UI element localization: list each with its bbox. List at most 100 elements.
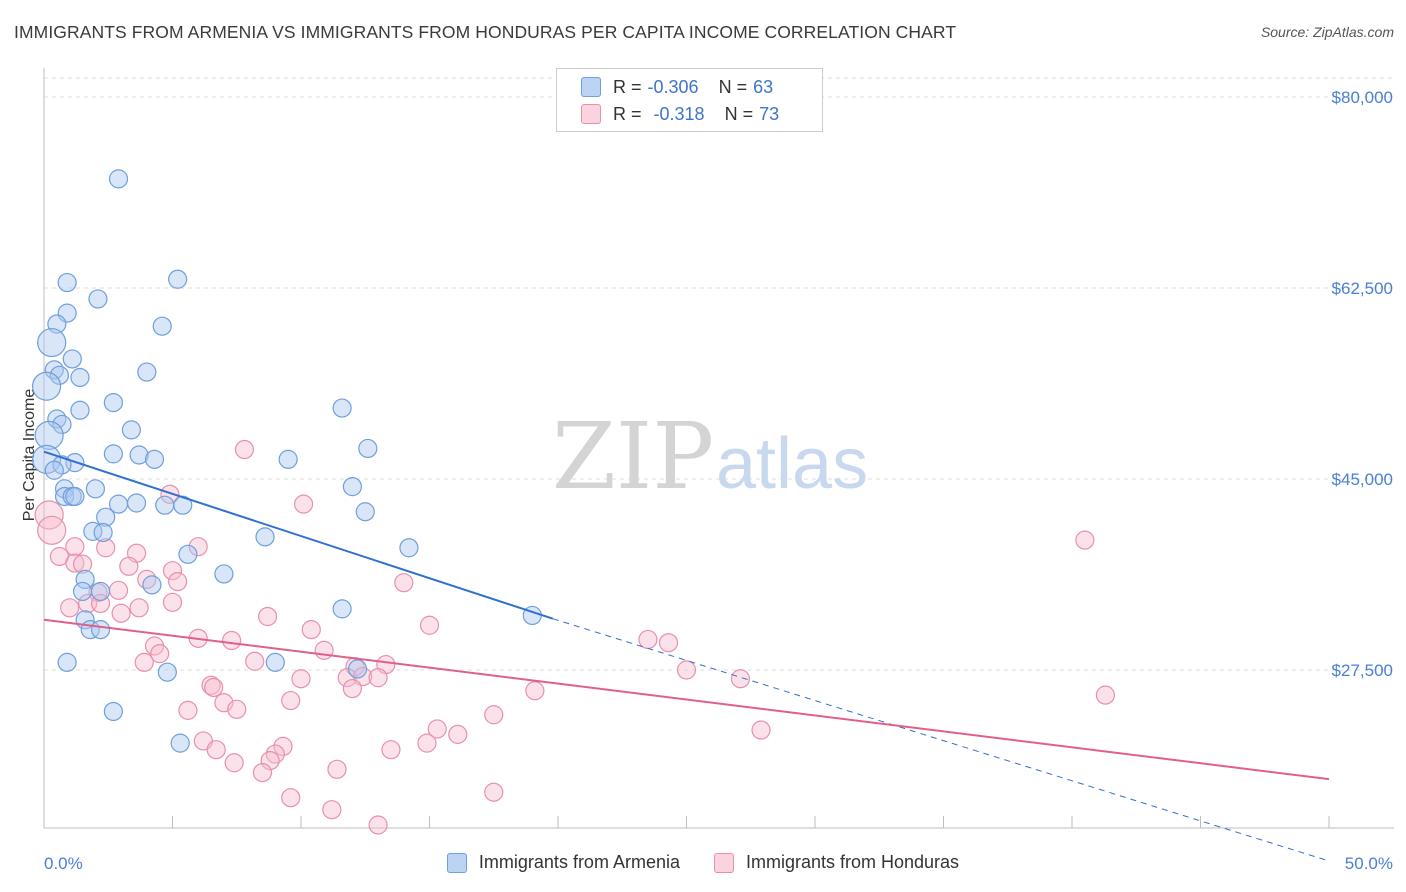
grid-lines [44,77,1394,671]
armenia-point [152,316,172,336]
honduras-point [427,719,447,739]
honduras-point [60,598,80,618]
armenia-point [90,620,111,640]
legend-n-label: N = [718,76,748,97]
honduras-point [368,815,388,835]
honduras-swatch [581,104,601,124]
honduras-point [291,669,311,689]
legend-item-honduras[interactable]: Immigrants from Honduras [713,852,959,873]
armenia-point [54,486,75,507]
armenia-point [52,414,72,435]
armenia-point [44,460,64,480]
correlation-legend: R = -0.306 N = 63 R = -0.318 N = 73 [556,68,823,132]
armenia-point [255,527,275,547]
armenia-point [214,564,234,584]
armenia-point [96,507,116,527]
series-legend: Immigrants from Armenia Immigrants from … [0,852,1406,873]
armenia-point [70,400,90,420]
legend-item-armenia[interactable]: Immigrants from Armenia [446,852,680,873]
armenia-point [103,444,123,464]
armenia-point [49,365,70,385]
honduras-point [227,699,247,719]
honduras-point [119,556,139,576]
honduras-legend-swatch [713,852,734,873]
honduras-point [111,603,131,623]
honduras-point [108,580,129,600]
honduras-point [342,678,362,699]
x-tick-label-min: 0.0% [44,854,83,873]
y-tick-label: $80,000 [1332,88,1393,107]
armenia-point [170,733,190,753]
y-tick-label: $62,500 [1332,279,1393,298]
legend-r-label: R = [613,76,642,97]
honduras-point [730,669,751,689]
honduras-point [265,744,285,764]
armenia-point [54,479,75,499]
honduras-point [368,668,388,688]
armenia-point [347,659,368,679]
honduras-point [658,633,679,653]
armenia-point [57,652,77,672]
armenia-point [34,420,64,450]
honduras-point [129,598,149,618]
honduras-point [293,494,314,514]
armenia-point [72,581,93,602]
armenia-point [108,169,129,189]
armenia-swatch [581,77,601,97]
honduras-point [260,750,280,771]
armenia-point [83,521,103,541]
armenia-point [90,581,111,602]
honduras-point [1075,530,1095,550]
honduras-point [751,720,771,740]
honduras-point [273,736,293,757]
honduras-point [419,615,440,635]
honduras-point [178,700,198,720]
legend-row-honduras: R = -0.318 N = 73 [581,102,779,126]
series-armenia-points [31,169,542,753]
legend-n-label: N = [724,103,754,124]
honduras-point [394,573,414,593]
honduras-point [234,439,255,460]
armenia-point [173,495,193,515]
honduras-point [381,740,401,760]
honduras-point [676,660,697,680]
honduras-point [37,515,67,545]
watermark-atlas: atlas [716,424,868,504]
armenia-point [129,445,149,465]
legend-n-value-armenia: 63 [753,76,774,97]
armenia-point [399,538,419,558]
armenia-point [108,494,129,514]
armenia-point [65,486,85,507]
legend-n-value-honduras: 73 [759,103,780,124]
honduras-point [281,690,301,711]
trend-lines [43,450,1330,862]
honduras-point [34,500,64,530]
x-tick-label-max: 50.0% [1345,854,1393,873]
armenia-point [142,575,162,595]
armenia-trend-line [43,450,554,620]
armenia-point [355,502,375,522]
legend-r-value-honduras: -0.318 [653,103,705,124]
honduras-point [322,800,342,820]
chart-title: IMMIGRANTS FROM ARMENIA VS IMMIGRANTS FR… [14,22,957,42]
armenia-point [62,349,82,369]
armenia-point [57,272,77,293]
legend-row-armenia: R = -0.306 N = 63 [581,75,773,99]
legend-label-armenia: Immigrants from Armenia [478,852,680,872]
honduras-point [168,571,188,592]
armenia-trend-extension [552,618,1330,862]
honduras-point [150,644,170,664]
honduras-point [327,759,347,779]
honduras-point [188,537,208,557]
armenia-point [93,522,113,543]
honduras-point [245,651,265,671]
armenia-point [70,367,90,388]
honduras-point [252,762,273,783]
honduras-point [281,788,301,808]
armenia-point [358,438,378,459]
honduras-point [204,677,224,698]
legend-r-label: R = [613,103,642,124]
honduras-point [65,537,85,557]
honduras-trend-line [43,618,1330,781]
